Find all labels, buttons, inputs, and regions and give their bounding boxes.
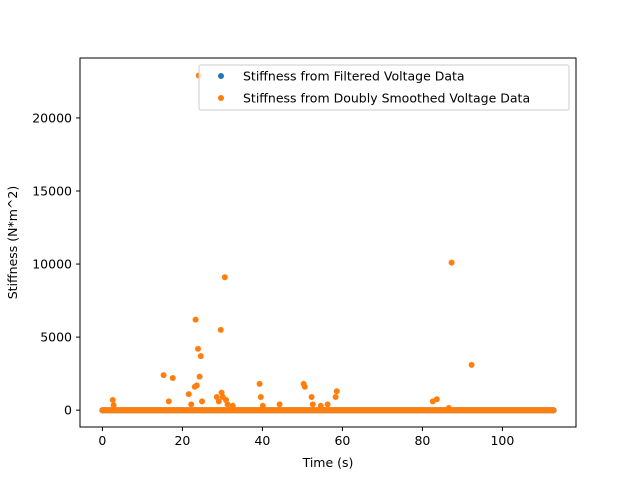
y-tick-label: 20000 — [32, 110, 72, 125]
x-axis-label: Time (s) — [302, 455, 354, 470]
y-tick-label: 10000 — [32, 257, 72, 272]
data-point-doubly-smoothed — [196, 373, 203, 380]
y-axis-label: Stiffness (N*m^2) — [5, 186, 20, 300]
data-point-doubly-smoothed — [192, 316, 199, 323]
x-tick-label: 80 — [414, 433, 430, 448]
data-point-doubly-smoothed — [301, 383, 308, 390]
data-point-doubly-smoothed — [188, 401, 195, 408]
data-point-doubly-smoothed — [195, 345, 201, 352]
data-point-doubly-smoothed — [165, 398, 172, 405]
data-point-doubly-smoothed — [160, 372, 167, 379]
x-tick-label: 0 — [98, 433, 106, 448]
data-point-doubly-smoothed — [169, 375, 176, 382]
legend-label-filtered: Stiffness from Filtered Voltage Data — [243, 69, 465, 84]
legend-marker-filtered — [218, 73, 224, 79]
data-point-doubly-smoothed — [308, 394, 315, 401]
data-point-doubly-smoothed — [197, 353, 204, 360]
data-point-doubly-smoothed — [333, 388, 340, 395]
data-point-doubly-smoothed — [224, 401, 231, 408]
data-point-doubly-smoothed — [110, 402, 117, 409]
data-point-doubly-smoothed — [215, 398, 222, 405]
plot-frame — [79, 57, 577, 428]
data-point-doubly-smoothed — [217, 326, 224, 333]
y-tick-label: 5000 — [40, 330, 72, 345]
x-tick-label: 20 — [174, 433, 190, 448]
data-point-doubly-smoothed — [324, 401, 331, 408]
data-point-doubly-smoothed — [317, 402, 324, 409]
data-point-doubly-smoothed — [199, 398, 205, 405]
x-tick-label: 100 — [490, 433, 514, 448]
data-point-doubly-smoothed — [259, 402, 266, 409]
legend-marker-doubly-smoothed — [218, 95, 224, 101]
data-point-doubly-smoothed — [193, 382, 200, 389]
data-point-doubly-smoothed — [468, 361, 475, 368]
data-point-doubly-smoothed — [109, 396, 116, 403]
data-point-doubly-smoothed — [445, 405, 452, 412]
x-axis-ticks: 0 20 40 60 80 100 — [98, 427, 514, 448]
data-point-doubly-smoothed — [257, 394, 264, 401]
data-point-doubly-smoothed — [185, 391, 192, 398]
legend: Stiffness from Filtered Voltage Data Sti… — [198, 64, 570, 111]
x-tick-label: 40 — [254, 433, 270, 448]
data-marks — [99, 72, 557, 414]
legend-box — [198, 64, 570, 111]
y-axis-ticks: 0 5000 10000 15000 20000 — [32, 110, 80, 418]
data-point-doubly-smoothed — [256, 380, 263, 387]
legend-label-doubly-smoothed: Stiffness from Doubly Smoothed Voltage D… — [243, 91, 530, 106]
data-point-doubly-smoothed — [332, 394, 339, 401]
y-tick-label: 0 — [64, 403, 72, 418]
data-point-doubly-smoothed — [221, 274, 228, 281]
data-point-doubly-smoothed — [229, 402, 236, 409]
data-point-doubly-smoothed — [433, 396, 440, 403]
x-tick-label: 60 — [334, 433, 350, 448]
data-point-doubly-smoothed — [309, 401, 316, 408]
y-tick-label: 15000 — [32, 183, 72, 198]
data-point-doubly-smoothed — [448, 259, 455, 266]
data-point-doubly-smoothed — [276, 401, 283, 408]
